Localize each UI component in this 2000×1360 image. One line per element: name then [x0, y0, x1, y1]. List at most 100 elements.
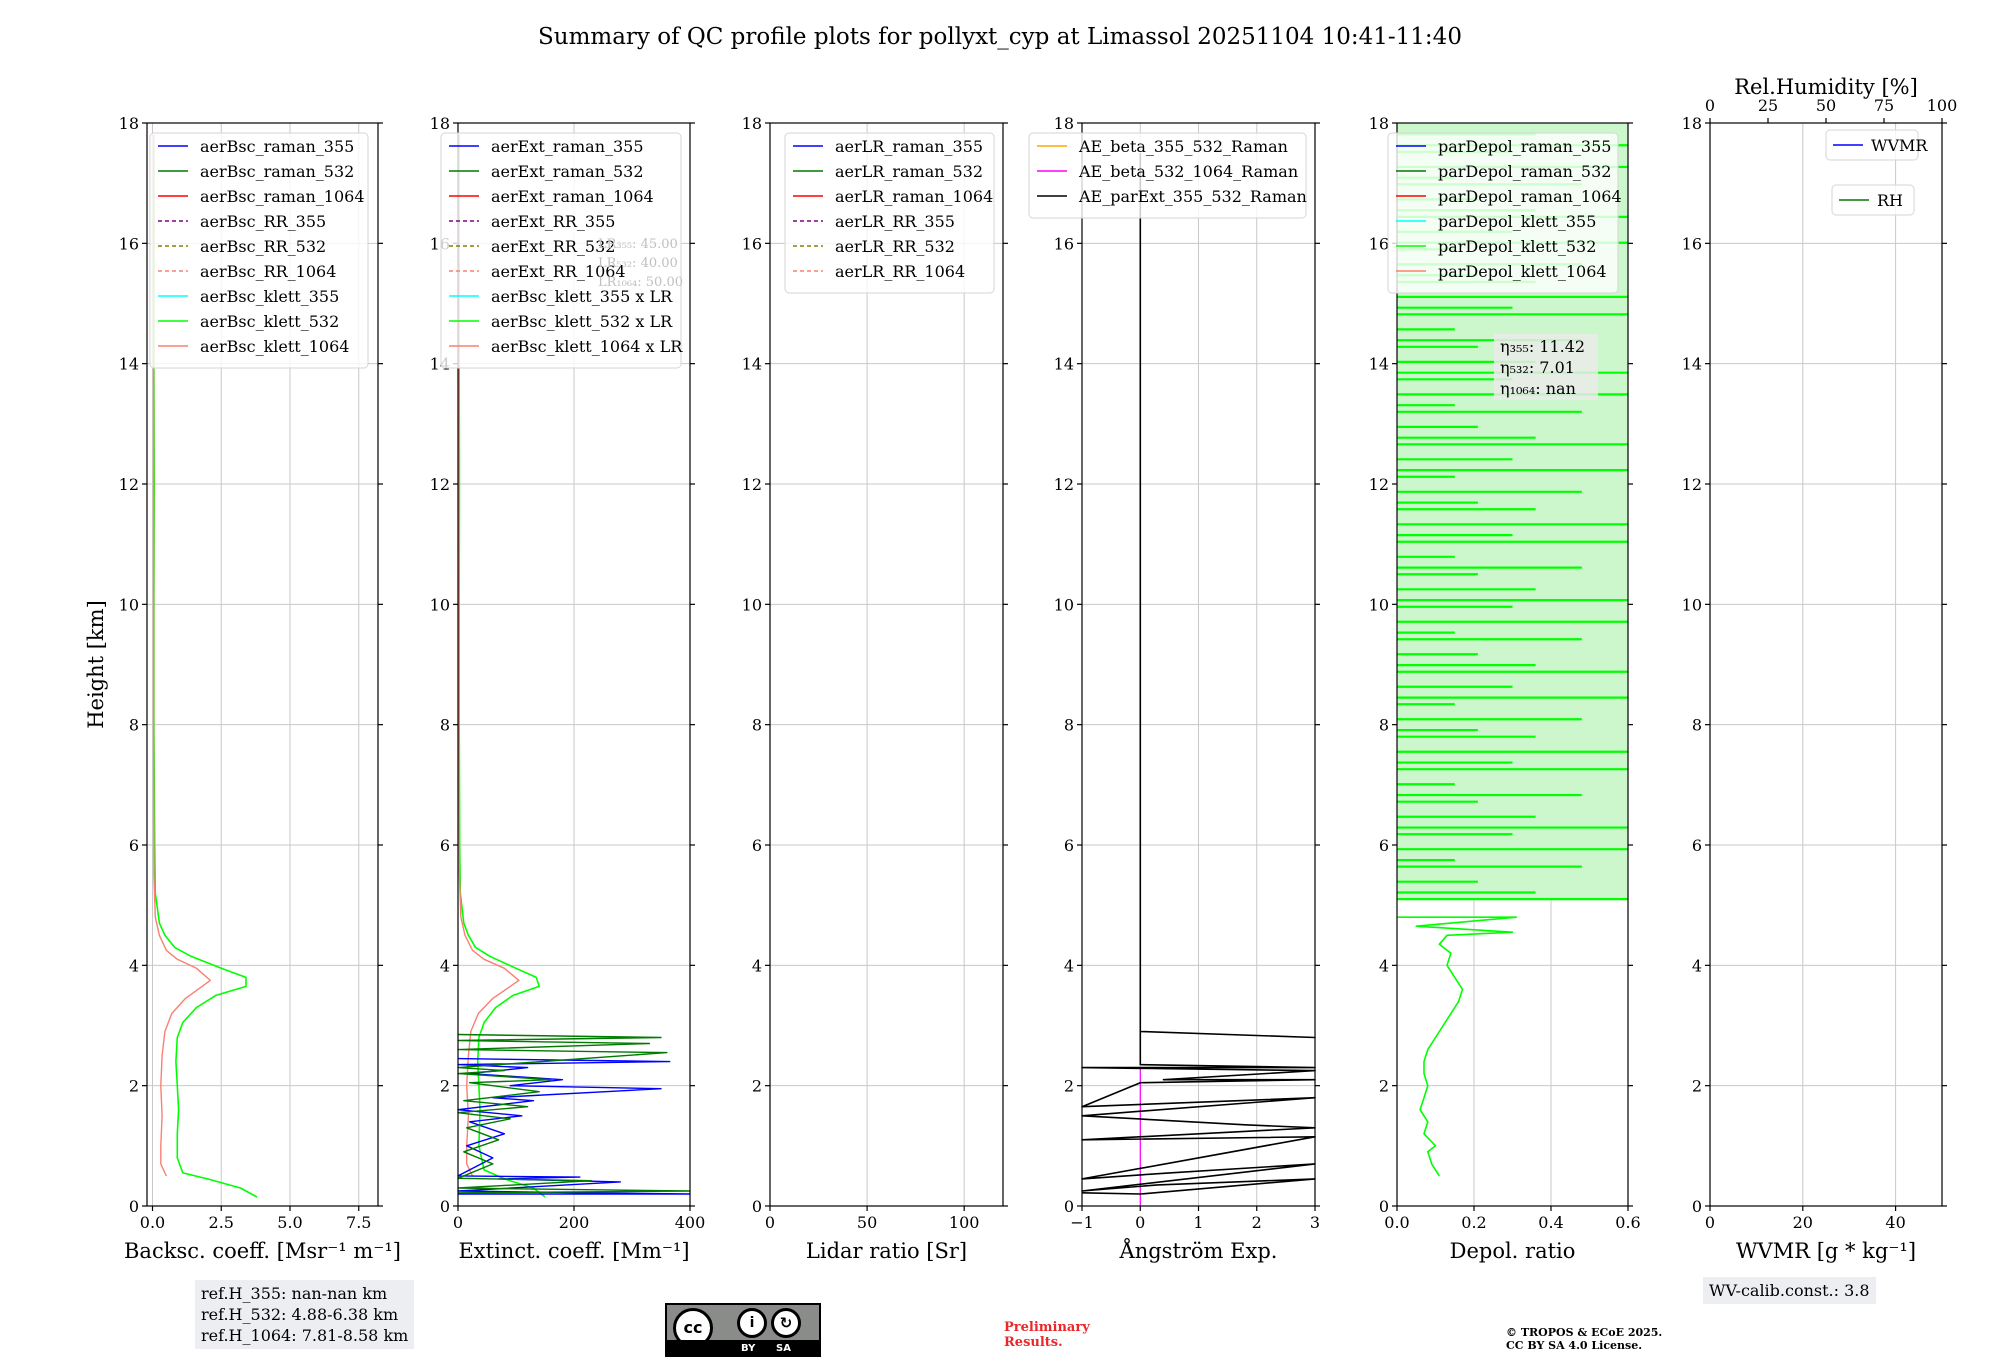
ytick-label: 6	[440, 836, 450, 855]
eta-annotation-line: η₁₀₆₄: nan	[1500, 379, 1576, 398]
xtick-label: 0.4	[1538, 1213, 1563, 1232]
legend-wv: WVMR RH	[1825, 129, 1928, 216]
ytick-label: 2	[1379, 1077, 1389, 1096]
xtick-label: 1	[1193, 1213, 1203, 1232]
ytick-label: 12	[742, 475, 762, 494]
reference-height-box: ref.H_355: nan-nan km ref.H_532: 4.88-6.…	[195, 1280, 415, 1349]
x-axis-label: Lidar ratio [Sr]	[806, 1239, 967, 1263]
preliminary-note: Preliminary Results.	[1004, 1320, 1090, 1350]
xtick-label: 40	[1885, 1213, 1905, 1232]
y-axis-label: Height [km]	[84, 600, 108, 729]
xtick-label: 100	[949, 1213, 980, 1232]
ytick-label: 14	[119, 355, 139, 374]
xtick-label: 0	[765, 1213, 775, 1232]
x-axis-label: Extinct. coeff. [Mm⁻¹]	[458, 1239, 689, 1263]
ytick-label: 4	[1379, 956, 1389, 975]
legend-label: parDepol_klett_355	[1438, 212, 1596, 231]
ytick-label: 0	[1379, 1197, 1389, 1216]
legend-frame	[1028, 132, 1307, 219]
legend-ae: AE_beta_355_532_Raman AE_beta_532_1064_Ra…	[1028, 132, 1307, 219]
ytick-label: 10	[119, 595, 139, 614]
legend-label: aerBsc_raman_1064	[200, 187, 365, 206]
ytick-label: 0	[1692, 1197, 1702, 1216]
legend-frame	[149, 132, 369, 369]
lidar-ratio-annotation: LR₃₅₅: 45.00 LR₅₃₂: 40.00 LR₁₀₆₄: 50.00	[598, 237, 683, 290]
x2tick-label: 0	[1705, 96, 1715, 115]
ytick-label: 12	[1369, 475, 1389, 494]
ytick-label: 2	[1692, 1077, 1702, 1096]
wv-calibration-constant: WV-calib.const.: 3.8	[1709, 1281, 1870, 1300]
xtick-label: −1	[1070, 1213, 1094, 1232]
eta-annotation-line: η₅₃₂: 7.01	[1500, 358, 1575, 377]
eta-annotation-box	[1494, 334, 1598, 400]
legend-frame	[1387, 132, 1619, 294]
ytick-label: 0	[440, 1197, 450, 1216]
figure-title: Summary of QC profile plots for pollyxt_…	[538, 24, 1462, 50]
legend-label: aerBsc_RR_355	[200, 212, 326, 231]
ref-height-355: ref.H_355: nan-nan km	[201, 1284, 388, 1303]
legend-frame	[440, 132, 682, 369]
legend-lr: aerLR_raman_355 aerLR_raman_532 aerLR_rama…	[784, 132, 995, 294]
ytick-label: 8	[752, 716, 762, 735]
legend-label: aerExt_RR_532	[491, 237, 615, 256]
eta-annotation: η₃₅₅: 11.42 η₅₃₂: 7.01 η₁₀₆₄: nan	[1494, 334, 1598, 400]
share-alike-icon: ↻	[771, 1308, 801, 1338]
x2tick-label: 50	[1816, 96, 1836, 115]
legend-label: aerBsc_RR_532	[200, 237, 326, 256]
copyright-line-2: CC BY SA 4.0 License.	[1506, 1339, 1643, 1352]
ytick-label: 4	[752, 956, 762, 975]
legend-label: parDepol_klett_1064	[1438, 262, 1607, 281]
panel-lr: 0 2 4 6 8 10 12 14 16 18 0 50 100 Lidar ratio [Sr] aer…	[742, 114, 1008, 1263]
lr-annotation-line: LR₁₀₆₄: 50.00	[598, 275, 683, 290]
legend-label: aerBsc_raman_532	[200, 162, 354, 181]
ytick-label: 6	[129, 836, 139, 855]
ytick-label: 18	[1054, 114, 1074, 133]
legend-label: aerLR_RR_355	[835, 212, 955, 231]
ytick-label: 10	[1369, 595, 1389, 614]
legend-frame	[784, 132, 995, 294]
lr-annotation-line: LR₅₃₂: 40.00	[598, 256, 678, 271]
legend-label: aerLR_RR_1064	[835, 262, 965, 281]
ytick-label: 0	[129, 1197, 139, 1216]
ytick-label: 14	[742, 355, 762, 374]
legend-label: parDepol_klett_532	[1438, 237, 1596, 256]
ytick-label: 6	[1692, 836, 1702, 855]
preliminary-line-2: Results.	[1004, 1335, 1063, 1350]
ytick-label: 12	[430, 475, 450, 494]
ytick-label: 14	[1054, 355, 1074, 374]
axes-frame	[1396, 122, 1629, 1207]
ytick-label: 16	[1682, 234, 1702, 253]
x-axis-label: WVMR [g * kg⁻¹]	[1736, 1239, 1916, 1263]
person-icon: i	[737, 1308, 767, 1338]
eta-annotation-line: η₃₅₅: 11.42	[1500, 337, 1585, 356]
ytick-label: 18	[430, 114, 450, 133]
legend-label: aerLR_raman_355	[835, 137, 983, 156]
ytick-label: 16	[742, 234, 762, 253]
ytick-label: 10	[430, 595, 450, 614]
legend-depol: parDepol_raman_355 parDepol_raman_532 parD…	[1387, 132, 1622, 294]
legend-bsc: aerBsc_raman_355 aerBsc_raman_532 aerBsc_r…	[149, 132, 369, 369]
legend-label: aerBsc_klett_1064 x LR	[491, 337, 683, 356]
xtick-label: 0.6	[1615, 1213, 1640, 1232]
legend-label: aerLR_RR_532	[835, 237, 955, 256]
axes-frame	[1709, 122, 1943, 1207]
x2-axis-label: Rel.Humidity [%]	[1734, 75, 1918, 99]
ytick-label: 8	[1064, 716, 1074, 735]
legend-label: parDepol_raman_355	[1438, 137, 1611, 156]
legend-frame	[1825, 129, 1919, 161]
preliminary-line-1: Preliminary	[1004, 1320, 1090, 1335]
xtick-label: 0.2	[1461, 1213, 1486, 1232]
ytick-label: 2	[440, 1077, 450, 1096]
x2tick-label: 25	[1758, 96, 1778, 115]
legend-label: aerBsc_RR_1064	[200, 262, 336, 281]
legend-label: aerBsc_klett_532	[200, 312, 339, 331]
x2tick-label: 100	[1927, 96, 1958, 115]
cc-by-sa-license-badge: cc i ↻ BY SA	[665, 1303, 821, 1357]
ytick-label: 12	[1682, 475, 1702, 494]
xtick-label: 2.5	[209, 1213, 234, 1232]
legend-label: parDepol_raman_1064	[1438, 187, 1622, 206]
